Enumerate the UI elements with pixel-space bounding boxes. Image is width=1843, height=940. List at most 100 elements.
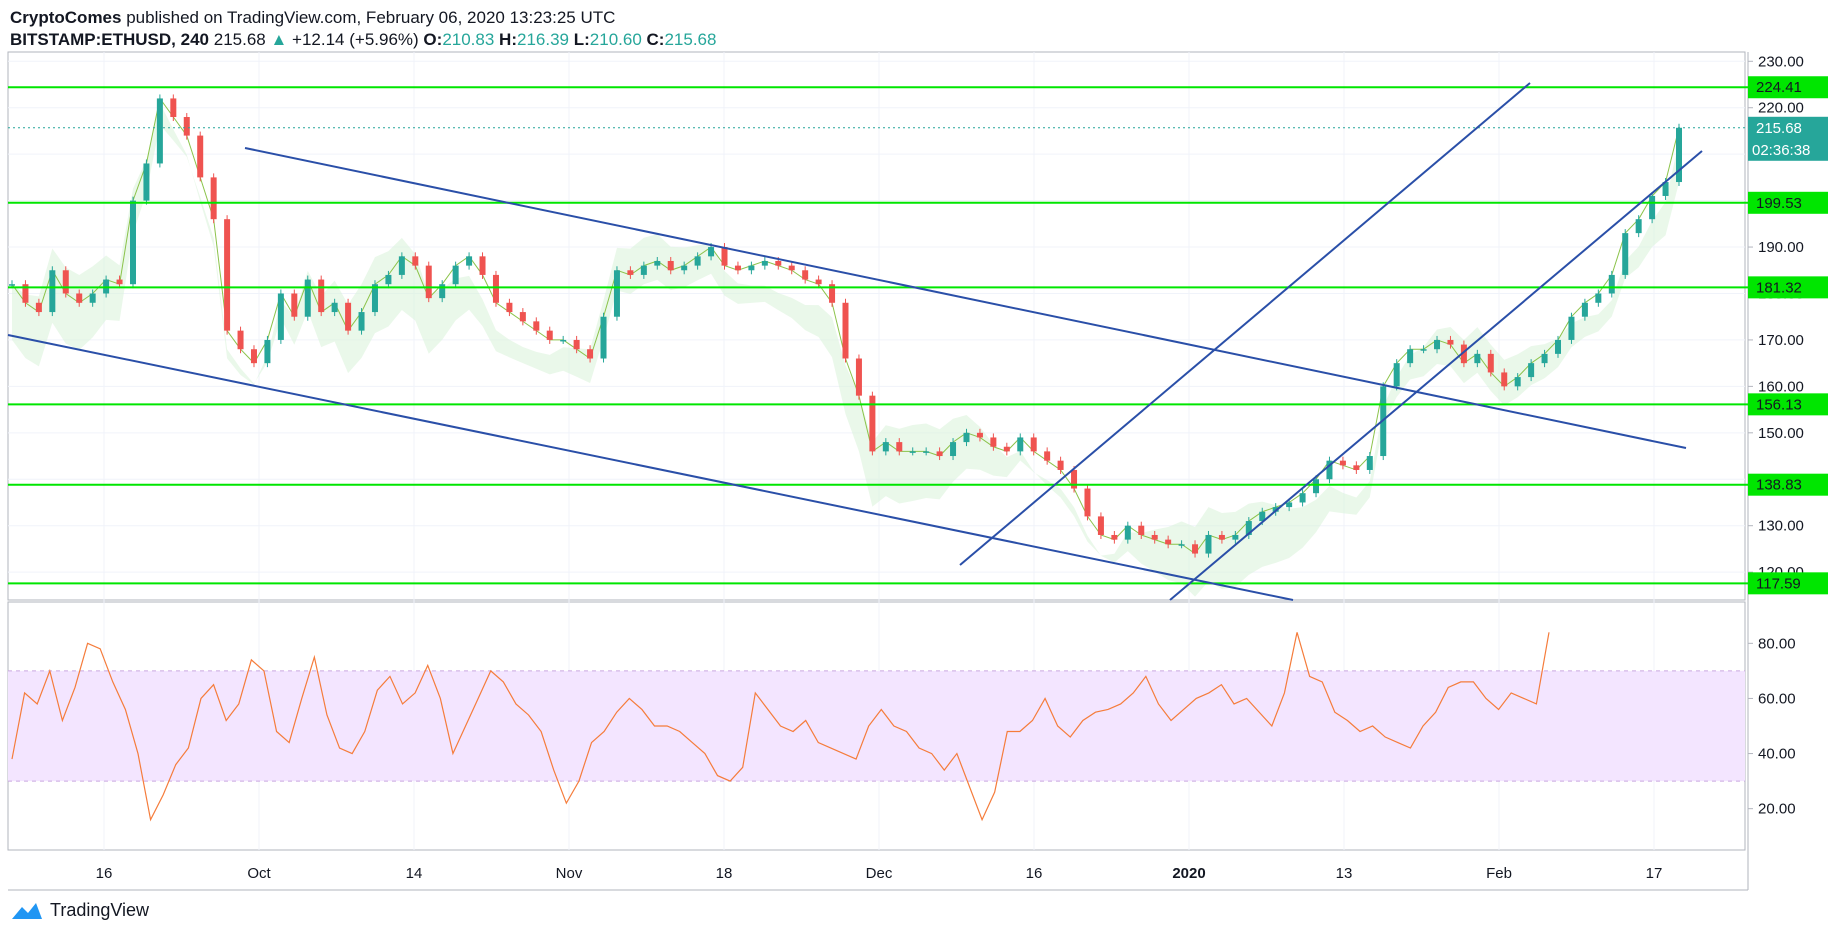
- tradingview-logo[interactable]: TradingView: [10, 900, 149, 921]
- candle: [1084, 488, 1091, 517]
- candle: [1057, 460, 1064, 470]
- trend-line[interactable]: [244, 147, 1687, 449]
- x-tick-label: 2020: [1172, 865, 1205, 882]
- close-label: C:: [646, 30, 665, 49]
- candle: [264, 339, 271, 364]
- y-tick-label: 190.00: [1758, 239, 1804, 256]
- candle: [1460, 344, 1467, 364]
- candle: [1447, 339, 1454, 345]
- low-label: L:: [573, 30, 590, 49]
- candle: [1017, 437, 1024, 452]
- candle: [398, 256, 405, 275]
- candle: [1326, 460, 1333, 480]
- candle: [1111, 534, 1118, 540]
- trend-line[interactable]: [7, 334, 1294, 601]
- candle: [304, 279, 311, 317]
- y-tick-label: 130.00: [1758, 518, 1804, 535]
- author-name[interactable]: CryptoComes: [10, 8, 122, 27]
- close-value: 215.68: [664, 30, 717, 49]
- symbol-label[interactable]: BITSTAMP:ETHUSD, 240: [10, 30, 209, 49]
- candle: [479, 256, 486, 275]
- up-arrow-icon: ▲: [270, 30, 288, 49]
- last-price-label: 215.68: [1756, 120, 1802, 137]
- candle: [1393, 363, 1400, 387]
- candle: [1474, 353, 1481, 364]
- ohlc-line: BITSTAMP:ETHUSD, 240 215.68 ▲ +12.14 (+5…: [10, 30, 716, 50]
- level-price-tag: [1748, 276, 1828, 299]
- trend-line[interactable]: [959, 82, 1531, 566]
- candle: [358, 312, 365, 331]
- candle: [1501, 372, 1508, 387]
- candle: [1272, 507, 1279, 512]
- rsi-band: [8, 670, 1745, 782]
- level-price-tag: [1748, 572, 1828, 595]
- x-tick-label: 18: [716, 865, 733, 882]
- candle: [1514, 377, 1521, 387]
- candle: [291, 293, 298, 317]
- candle: [909, 451, 916, 453]
- x-tick-label: Oct: [247, 865, 271, 882]
- level-price-tag: [1748, 473, 1828, 496]
- candle: [1581, 302, 1588, 317]
- x-tick-label: 16: [96, 865, 113, 882]
- candle: [896, 442, 903, 452]
- candle: [976, 432, 983, 438]
- candle: [156, 98, 163, 164]
- candle: [1608, 274, 1615, 294]
- candle: [371, 284, 378, 313]
- candle: [748, 265, 755, 271]
- candle: [761, 260, 768, 266]
- last-price: 215.68: [213, 30, 266, 49]
- level-price-label: 181.32: [1756, 279, 1802, 296]
- candle: [224, 219, 231, 331]
- candle: [1192, 544, 1199, 554]
- candle: [1568, 316, 1575, 340]
- x-tick-label: 14: [406, 865, 423, 882]
- candle: [35, 302, 42, 313]
- candle: [1676, 127, 1682, 183]
- price-pane-frame: [7, 51, 1746, 601]
- tradingview-brand: TradingView: [50, 900, 150, 920]
- candle: [627, 270, 634, 275]
- candle: [412, 256, 419, 266]
- price-change: +12.14 (+5.96%): [292, 30, 419, 49]
- level-price-tag: [1748, 76, 1828, 99]
- candle: [277, 293, 284, 340]
- candle: [1124, 525, 1131, 540]
- candle: [425, 265, 432, 299]
- candle: [1259, 511, 1266, 522]
- candle: [250, 349, 257, 364]
- candle: [560, 339, 567, 342]
- x-tick-label: 17: [1646, 865, 1663, 882]
- candle: [950, 442, 957, 457]
- candle: [1071, 469, 1078, 489]
- candle: [183, 117, 190, 136]
- rsi-tick-label: 20.00: [1758, 801, 1796, 818]
- y-tick-label: 220.00: [1758, 100, 1804, 117]
- y-tick-label: 230.00: [1758, 53, 1804, 70]
- candle: [1622, 233, 1629, 275]
- open-value: 210.83: [442, 30, 495, 49]
- candle: [1218, 534, 1225, 540]
- candle: [62, 270, 69, 294]
- candle: [869, 395, 876, 452]
- candle: [1541, 353, 1548, 364]
- open-label: O:: [423, 30, 443, 49]
- candle: [1003, 446, 1010, 452]
- x-tick-label: Feb: [1486, 865, 1512, 882]
- trend-line[interactable]: [1169, 150, 1703, 601]
- candle: [345, 302, 352, 331]
- level-price-tag: [1748, 393, 1828, 416]
- candle: [721, 247, 728, 266]
- candle: [775, 260, 782, 266]
- candle: [492, 274, 499, 303]
- candle: [237, 330, 244, 350]
- x-tick-label: 16: [1026, 865, 1043, 882]
- y-tick-label: 170.00: [1758, 332, 1804, 349]
- candle: [1366, 456, 1373, 470]
- candle: [1286, 502, 1293, 508]
- candle: [1232, 534, 1239, 540]
- candle: [829, 284, 836, 303]
- low-value: 210.60: [589, 30, 642, 49]
